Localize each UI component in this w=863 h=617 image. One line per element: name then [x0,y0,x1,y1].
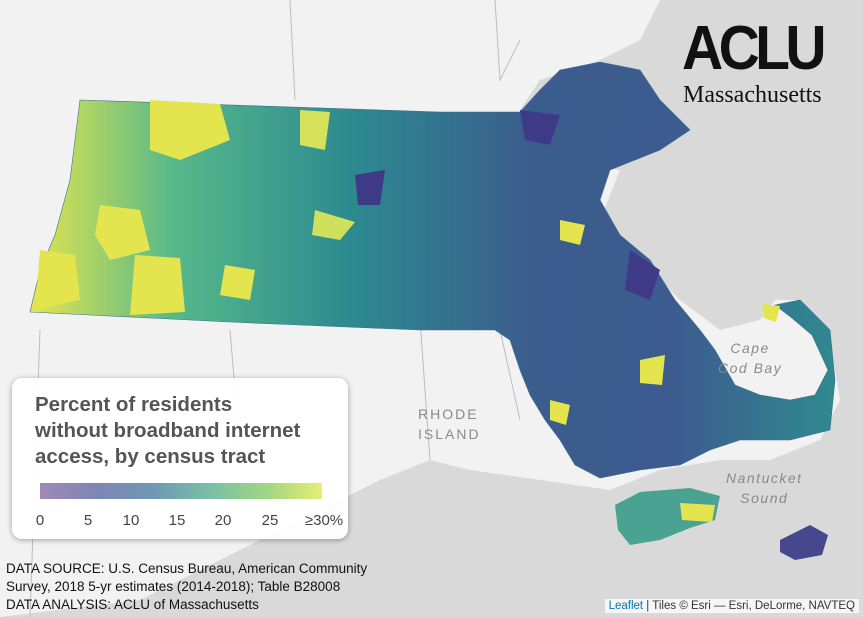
map-attribution: Leaflet | Tiles © Esri — Esri, DeLorme, … [604,599,859,613]
legend-panel: Percent of residents without broadband i… [12,378,348,539]
legend-tick: ≥30% [304,512,344,529]
water-label-line: Sound [740,490,789,506]
legend-title-line: without broadband internet [35,419,301,442]
nantucket-island [780,525,828,560]
legend-tick: 25 [261,512,279,529]
marthas-vineyard [615,488,720,545]
state-label-line: RHODE [418,406,479,422]
water-label-line: Cod Bay [718,360,783,376]
source-line: Survey, 2018 5-yr estimates (2014-2018);… [6,579,341,594]
source-line: DATA ANALYSIS: ACLU of Massachusetts [6,597,259,612]
legend-title-line: Percent of residents [35,393,233,416]
legend-title: Percent of residents without broadband i… [35,392,328,470]
legend-ticks: 0 5 10 15 20 25 ≥30% [30,512,350,532]
aclu-logo-state: Massachusetts [683,82,822,108]
legend-tick: 15 [168,512,186,529]
legend-tick: 20 [214,512,232,529]
data-source-note: DATA SOURCE: U.S. Census Bureau, America… [6,560,367,614]
legend-color-bar [40,483,322,499]
attribution-separator: | [643,600,653,612]
legend-tick: 10 [122,512,140,529]
legend-tick: 0 [35,512,45,529]
water-label-line: Cape [730,340,770,356]
aclu-logo: ACLU Massachusetts [682,18,852,110]
nantucket-sound-label: Nantucket Sound [726,468,803,508]
cape-cod-bay-label: Cape Cod Bay [718,338,782,378]
state-label-line: ISLAND [418,426,481,442]
rhode-island-label: RHODE ISLAND [418,404,481,444]
tract-highlights [35,100,780,522]
massachusetts-tracts[interactable] [29,61,836,479]
water-label-line: Nantucket [726,470,803,486]
tiles-credit: Tiles © Esri — Esri, DeLorme, NAVTEQ [652,600,855,612]
source-line: DATA SOURCE: U.S. Census Bureau, America… [6,561,368,576]
legend-tick: 5 [83,512,93,529]
leaflet-link[interactable]: Leaflet [608,600,644,612]
aclu-logo-name: ACLU [682,14,827,83]
legend-title-line: access, by census tract [35,445,266,468]
